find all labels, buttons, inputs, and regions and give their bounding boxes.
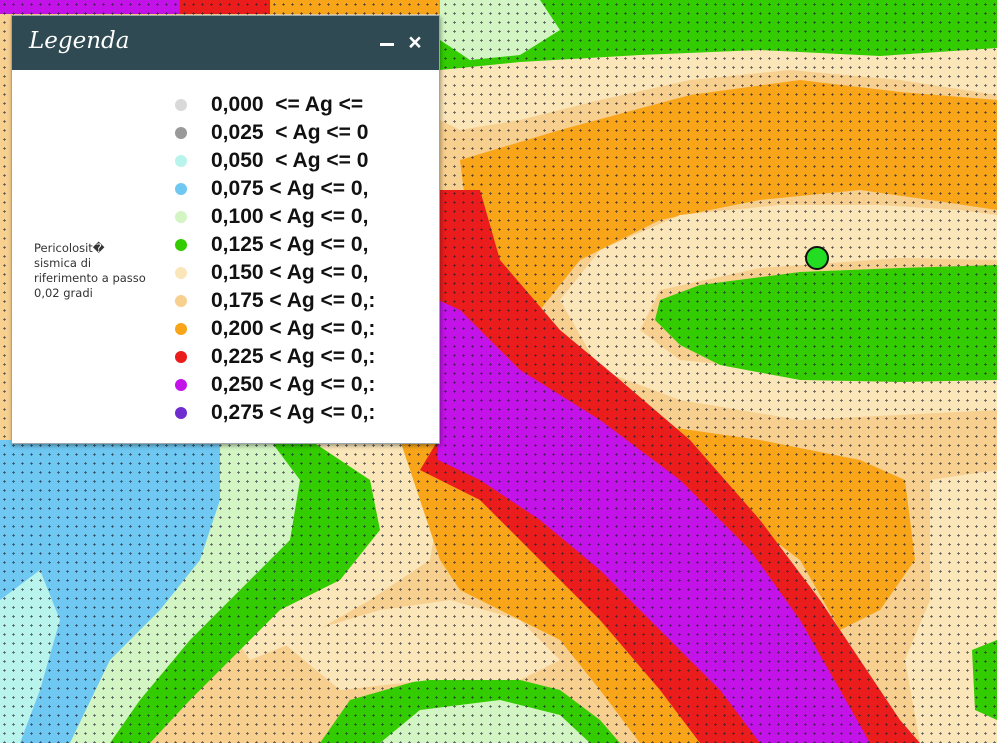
- legend-label: 0,275 < Ag <= 0,:: [211, 401, 376, 424]
- legend-label: 0,000 <= Ag <=: [211, 93, 364, 116]
- legend-label: 0,125 < Ag <= 0,: [211, 233, 369, 256]
- legend-panel: Legenda × Pericolosit� sismica di riferi…: [11, 15, 440, 444]
- legend-swatch: [175, 323, 187, 335]
- legend-item: 0,025 < Ag <= 0: [172, 119, 402, 147]
- legend-item: 0,275 < Ag <= 0,:: [172, 399, 402, 427]
- legend-item: 0,250 < Ag <= 0,:: [172, 371, 402, 399]
- legend-swatch: [175, 351, 187, 363]
- legend-label: 0,050 < Ag <= 0: [211, 149, 369, 172]
- legend-swatch: [175, 155, 187, 167]
- location-marker[interactable]: [805, 246, 829, 270]
- legend-label: 0,250 < Ag <= 0,:: [211, 373, 376, 396]
- legend-label: 0,100 < Ag <= 0,: [211, 205, 369, 228]
- legend-label: 0,150 < Ag <= 0,: [211, 261, 369, 284]
- legend-item: 0,050 < Ag <= 0: [172, 147, 402, 175]
- legend-label: 0,175 < Ag <= 0,:: [211, 289, 376, 312]
- legend-item: 0,225 < Ag <= 0,:: [172, 343, 402, 371]
- legend-header[interactable]: Legenda ×: [12, 16, 439, 70]
- legend-item: 0,000 <= Ag <=: [172, 91, 402, 119]
- close-icon[interactable]: ×: [408, 29, 422, 55]
- legend-item: 0,200 < Ag <= 0,:: [172, 315, 402, 343]
- legend-swatch: [175, 183, 187, 195]
- legend-title: Legenda: [29, 28, 130, 54]
- legend-swatch: [175, 379, 187, 391]
- legend-item: 0,175 < Ag <= 0,:: [172, 287, 402, 315]
- legend-swatch: [175, 211, 187, 223]
- legend-label: 0,025 < Ag <= 0: [211, 121, 369, 144]
- legend-label: 0,200 < Ag <= 0,:: [211, 317, 376, 340]
- legend-swatch: [175, 407, 187, 419]
- legend-list: 0,000 <= Ag <= 0,025 < Ag <= 0 0,050 < Ag …: [172, 91, 402, 431]
- legend-item: 0,100 < Ag <= 0,: [172, 203, 402, 231]
- legend-item: 0,125 < Ag <= 0,: [172, 231, 402, 259]
- legend-swatch: [175, 99, 187, 111]
- legend-swatch: [175, 267, 187, 279]
- legend-swatch: [175, 295, 187, 307]
- legend-swatch: [175, 239, 187, 251]
- legend-item: 0,150 < Ag <= 0,: [172, 259, 402, 287]
- legend-label: 0,075 < Ag <= 0,: [211, 177, 369, 200]
- legend-swatch: [175, 127, 187, 139]
- legend-item: 0,075 < Ag <= 0,: [172, 175, 402, 203]
- layer-title: Pericolosit� sismica di riferimento a pa…: [34, 241, 146, 300]
- minimize-icon[interactable]: [380, 43, 394, 46]
- legend-label: 0,225 < Ag <= 0,:: [211, 345, 376, 368]
- legend-body: Pericolosit� sismica di riferimento a pa…: [12, 70, 439, 443]
